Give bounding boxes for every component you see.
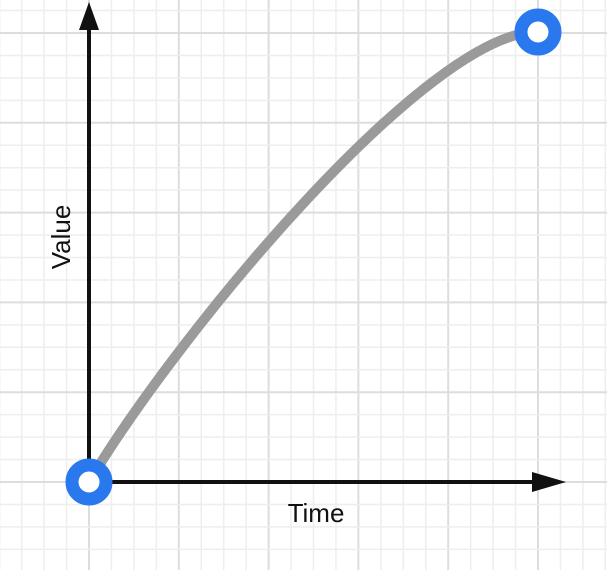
x-axis-arrow — [532, 472, 566, 492]
y-axis-arrow — [79, 2, 99, 30]
easing-curve — [84, 26, 543, 487]
end-point[interactable] — [514, 8, 562, 56]
y-axis-label: Value — [46, 205, 76, 270]
start-point[interactable] — [65, 458, 113, 506]
x-axis-label: Time — [288, 498, 345, 528]
